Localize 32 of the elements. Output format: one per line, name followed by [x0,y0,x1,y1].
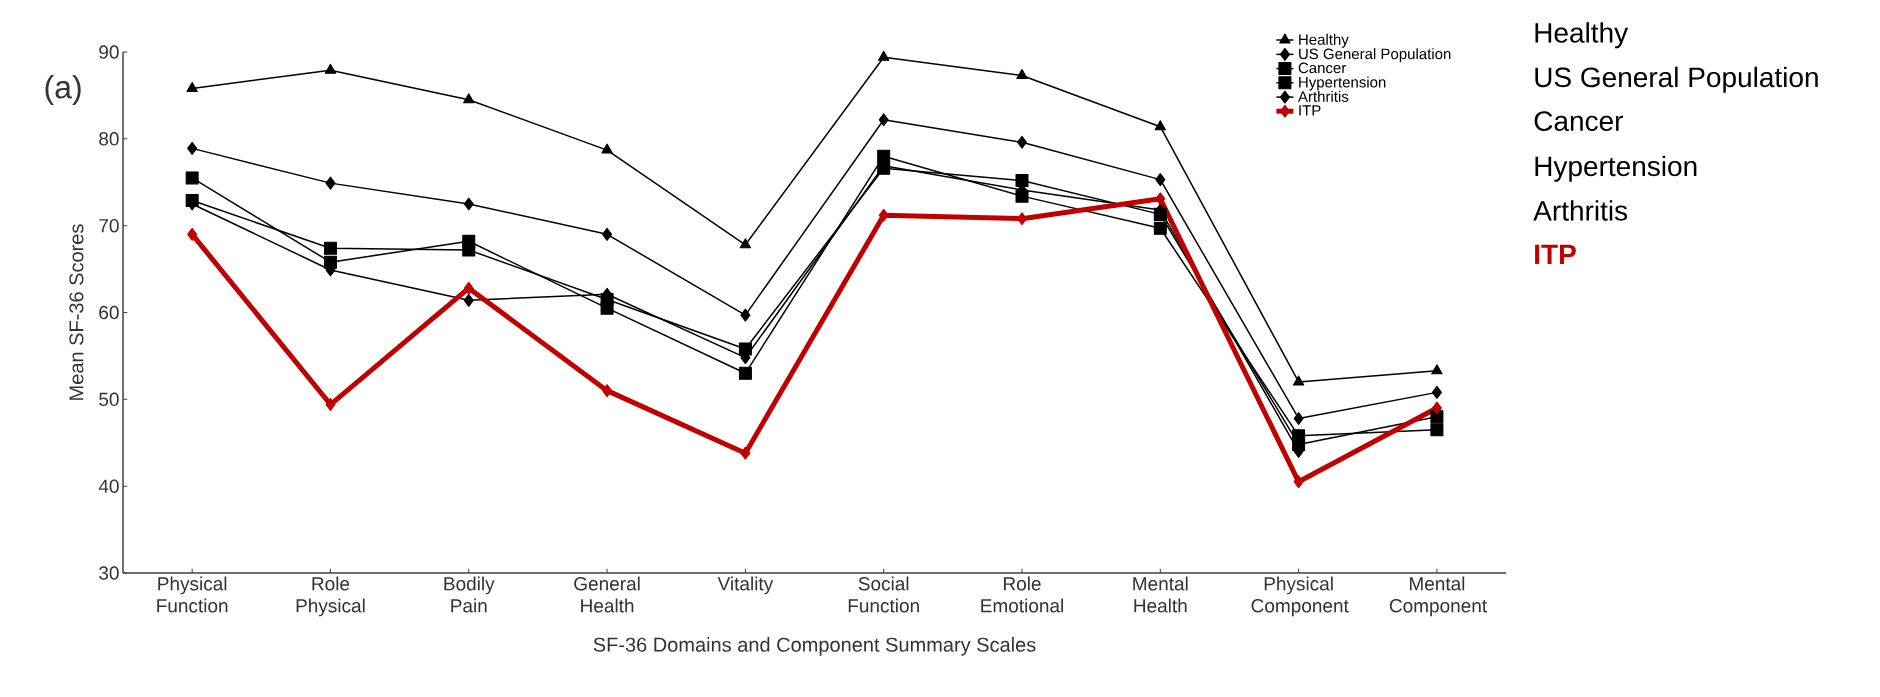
x-tick-label: Mental Component [1389,576,1487,617]
legend-label: Hypertension [1299,76,1386,91]
text: Healthy [1535,22,1629,49]
x-tick-label: Mental Health [1133,576,1188,613]
text: Cancer [1534,111,1623,132]
legend-label: Healthy [1299,33,1349,48]
text: ITP [1535,244,1576,264]
x-tick-label: Vitality [717,576,774,595]
y-tick-label: 40 [98,479,119,493]
x-tick-label: Role Emotional [981,576,1063,613]
y-tick-label: 90 [99,45,119,59]
legend-label: US General Population [1299,48,1451,63]
y-tick-label: 80 [99,132,119,146]
x-tick-label: Physical Component [1251,576,1349,617]
legend-label: Cancer [1298,62,1347,74]
y-tick-label: 30 [99,566,119,580]
x-axis-title: SF-36 Domains and Component Summary Scales [593,637,1036,656]
text: Hypertension [1535,155,1697,182]
legend-label: Arthritis [1297,90,1349,102]
y-axis-title: Mean SF-36 Scores [69,224,84,400]
text: (a) [45,75,81,105]
text: US General Population [1535,66,1818,93]
x-tick-label: General Health [574,576,640,613]
legend-label: ITP [1299,105,1321,116]
x-tick-label: Bodily Pain [444,576,495,613]
text: Arthritis [1533,200,1628,221]
y-tick-label: 70 [99,218,119,233]
y-tick-label: 60 [99,305,119,320]
x-tick-label: Physical Function [157,576,228,613]
y-tick-label: 50 [99,392,119,407]
x-tick-label: Role Physical [296,576,365,617]
x-tick-label: Social Function [848,576,919,613]
